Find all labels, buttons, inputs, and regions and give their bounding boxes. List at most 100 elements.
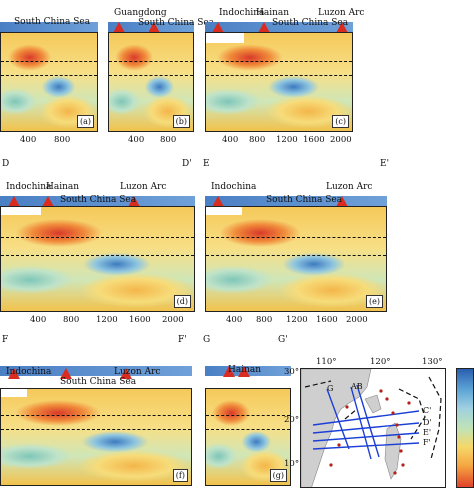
region-label-luzon-arc: Luzon Arc [326,182,373,192]
region-label-luzon-arc: Luzon Arc [114,367,161,377]
depth-boundary-lower [1,255,194,256]
map-lon-label: 130° [422,357,443,367]
profile-start-label: F [2,335,9,345]
region-label-luzon-arc: Luzon Arc [120,182,167,192]
depth-boundary-upper [1,237,194,238]
region-label-south-china-sea: South China Sea [266,195,343,205]
panel-tag: (c) [332,115,349,128]
topography-strip-f [0,366,192,376]
profile-end-label: G' [278,335,288,345]
tomography-panel-b: (b) [108,32,194,132]
panel-tag: (d) [173,295,191,308]
tick-label: 400 [128,135,145,145]
panel-tag: (a) [76,115,94,128]
region-label-hainan: Hainan [46,182,80,192]
panel-tag: (f) [172,469,188,482]
volcano-marker-icon [336,196,348,207]
location-map: G AB C' D' E' F' [300,368,446,488]
region-label-luzon-arc: Luzon Arc [318,8,365,18]
panel-tag: (b) [172,115,190,128]
tomography-panel-a: (a) [0,32,98,132]
volcano-marker-icon [8,368,20,379]
profile-end-label: E' [380,159,390,169]
tick-label: 400 [226,315,243,325]
map-profile-label-ab: AB [351,382,363,391]
taiwan-landmass [364,394,382,414]
volcano-marker-icon [120,368,132,379]
depth-boundary-lower [1,429,191,430]
volcano-marker-icon [113,22,125,33]
tomography-panel-e: (e) [205,206,387,312]
tick-label: 2000 [330,135,352,145]
volcano-dots [329,389,411,475]
profile-start-label: E [203,159,210,169]
profile-lines [312,384,420,460]
tick-label: 1200 [96,315,118,325]
volcano-marker-icon [148,22,160,33]
plate-boundary [428,376,442,460]
depth-boundary-lower [109,75,193,76]
region-label-south-china-sea: South China Sea [14,17,91,27]
profile-end-label: D' [182,159,192,169]
depth-boundary-upper [206,415,290,416]
landmass-mask [1,207,41,215]
depth-boundary-upper [1,61,97,62]
depth-boundary-upper [206,237,386,238]
map-profile-label-c: C' [423,406,432,415]
region-label-south-china-sea: South China Sea [272,18,349,28]
panel-tag: (g) [269,469,287,482]
map-profile-label-g: G [327,384,334,393]
location-map-svg [301,369,442,487]
depth-boundary-upper [1,415,191,416]
region-label-hainan: Hainan [256,8,290,18]
velocity-colorbar [456,368,474,488]
tomography-panel-c: (c) [205,32,353,132]
map-lon-label: 110° [316,357,337,367]
depth-boundary-lower [206,75,352,76]
topography-strip-c [205,22,353,32]
tick-label: 1600 [316,315,338,325]
tick-label: 1200 [276,135,298,145]
region-label-indochina: Indochina [6,367,52,377]
volcano-marker-icon [223,366,235,377]
depth-boundary-lower [1,75,97,76]
volcano-marker-icon [238,366,250,377]
plate-boundary [304,380,426,440]
map-profile-label-f: F' [423,438,431,447]
tick-label: 2000 [162,315,184,325]
depth-boundary-lower [206,429,290,430]
region-label-south-china-sea: South China Sea [60,195,137,205]
profile-start-label: G [203,335,211,345]
tick-label: 800 [54,135,71,145]
region-label-indochina: Indochina [219,8,265,18]
region-label-hainan: Hainan [228,365,262,375]
panel-tag: (e) [366,295,383,308]
volcano-marker-icon [42,196,54,207]
depth-boundary-upper [206,61,352,62]
tick-label: 1600 [303,135,325,145]
tick-label: 400 [20,135,37,145]
depth-boundary-upper [109,61,193,62]
landmass-mask [1,389,27,397]
tick-label: 800 [249,135,266,145]
topography-strip-d [0,196,195,206]
region-label-guangdong: Guangdong [114,8,167,18]
tick-label: 400 [222,135,239,145]
landmass-mask [206,33,244,43]
volcano-marker-icon [60,368,72,379]
tomography-panel-d: (d) [0,206,195,312]
tick-label: 1600 [129,315,151,325]
map-lat-label: 30° [284,367,300,377]
region-label-south-china-sea: South China Sea [138,18,215,28]
depth-boundary-lower [206,255,386,256]
profile-end-label: F' [178,335,187,345]
volcano-marker-icon [212,196,224,207]
map-lat-label: 10° [284,459,300,469]
tick-label: 1200 [286,315,308,325]
profile-start-label: D [2,159,10,169]
topography-strip-a [0,22,98,32]
landmass-mask [206,207,242,215]
region-label-indochina: Indochina [211,182,257,192]
region-label-indochina: Indochina [6,182,52,192]
volcano-marker-icon [336,22,348,33]
